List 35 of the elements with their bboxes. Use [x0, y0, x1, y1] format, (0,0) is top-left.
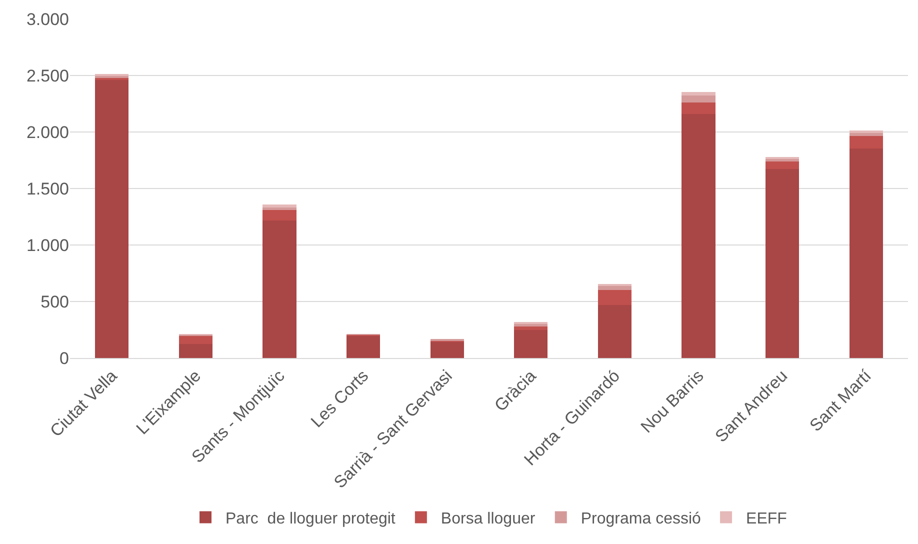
bar [598, 290, 632, 305]
bar [598, 286, 632, 290]
bar [178, 344, 212, 358]
legend-label: EEFF [746, 510, 788, 528]
bar [766, 169, 800, 358]
y-tick-label: 2.500 [26, 66, 69, 86]
bar [178, 336, 212, 344]
bar [430, 342, 464, 358]
y-tick-label: 1.500 [26, 179, 69, 198]
bar [682, 92, 716, 96]
legend-label: Parc de lloguer protegit [226, 510, 396, 528]
bar [598, 305, 632, 358]
y-tick-label: 0 [60, 348, 69, 368]
bar [262, 207, 296, 210]
bar [95, 80, 129, 358]
bar [346, 336, 380, 358]
y-tick-label: 1.000 [26, 236, 69, 255]
bar [262, 210, 296, 221]
bar [682, 114, 716, 358]
bar [849, 130, 883, 134]
legend-label: Programa cessió [580, 510, 702, 528]
bar [849, 148, 883, 358]
bar [682, 102, 716, 114]
bar [849, 133, 883, 136]
y-tick-label: 2.000 [26, 122, 69, 142]
legend-label: Borsa lloguer [440, 510, 536, 528]
bar [262, 220, 296, 358]
bar [514, 330, 548, 358]
bar [766, 162, 800, 170]
y-tick-label: 500 [40, 292, 69, 312]
bar [682, 96, 716, 103]
bar [849, 136, 883, 148]
bar [262, 204, 296, 208]
y-tick-label: 3.000 [26, 10, 69, 29]
bar [514, 326, 548, 330]
